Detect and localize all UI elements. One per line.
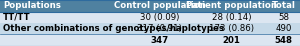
Text: 490: 490 (275, 24, 292, 33)
Text: 28 (0.14): 28 (0.14) (212, 13, 251, 22)
Bar (0, 23, 300, 34)
Text: Total: Total (272, 1, 296, 10)
Text: 173 (0.86): 173 (0.86) (209, 24, 254, 33)
Text: 30 (0.09): 30 (0.09) (140, 13, 179, 22)
Bar (0, 34, 300, 46)
Bar (0, 0, 300, 12)
Text: Control population: Control population (114, 1, 206, 10)
Text: Other combinations of genotypes/haplotypes: Other combinations of genotypes/haplotyp… (3, 24, 224, 33)
Text: 347: 347 (151, 36, 169, 45)
Text: 548: 548 (275, 36, 293, 45)
Text: TT/TT: TT/TT (3, 13, 31, 22)
Bar (0, 12, 300, 23)
Text: Populations: Populations (3, 1, 61, 10)
Text: 58: 58 (278, 13, 289, 22)
Text: 201: 201 (223, 36, 241, 45)
Text: 317 (0.91): 317 (0.91) (137, 24, 182, 33)
Text: Patient population: Patient population (186, 1, 277, 10)
